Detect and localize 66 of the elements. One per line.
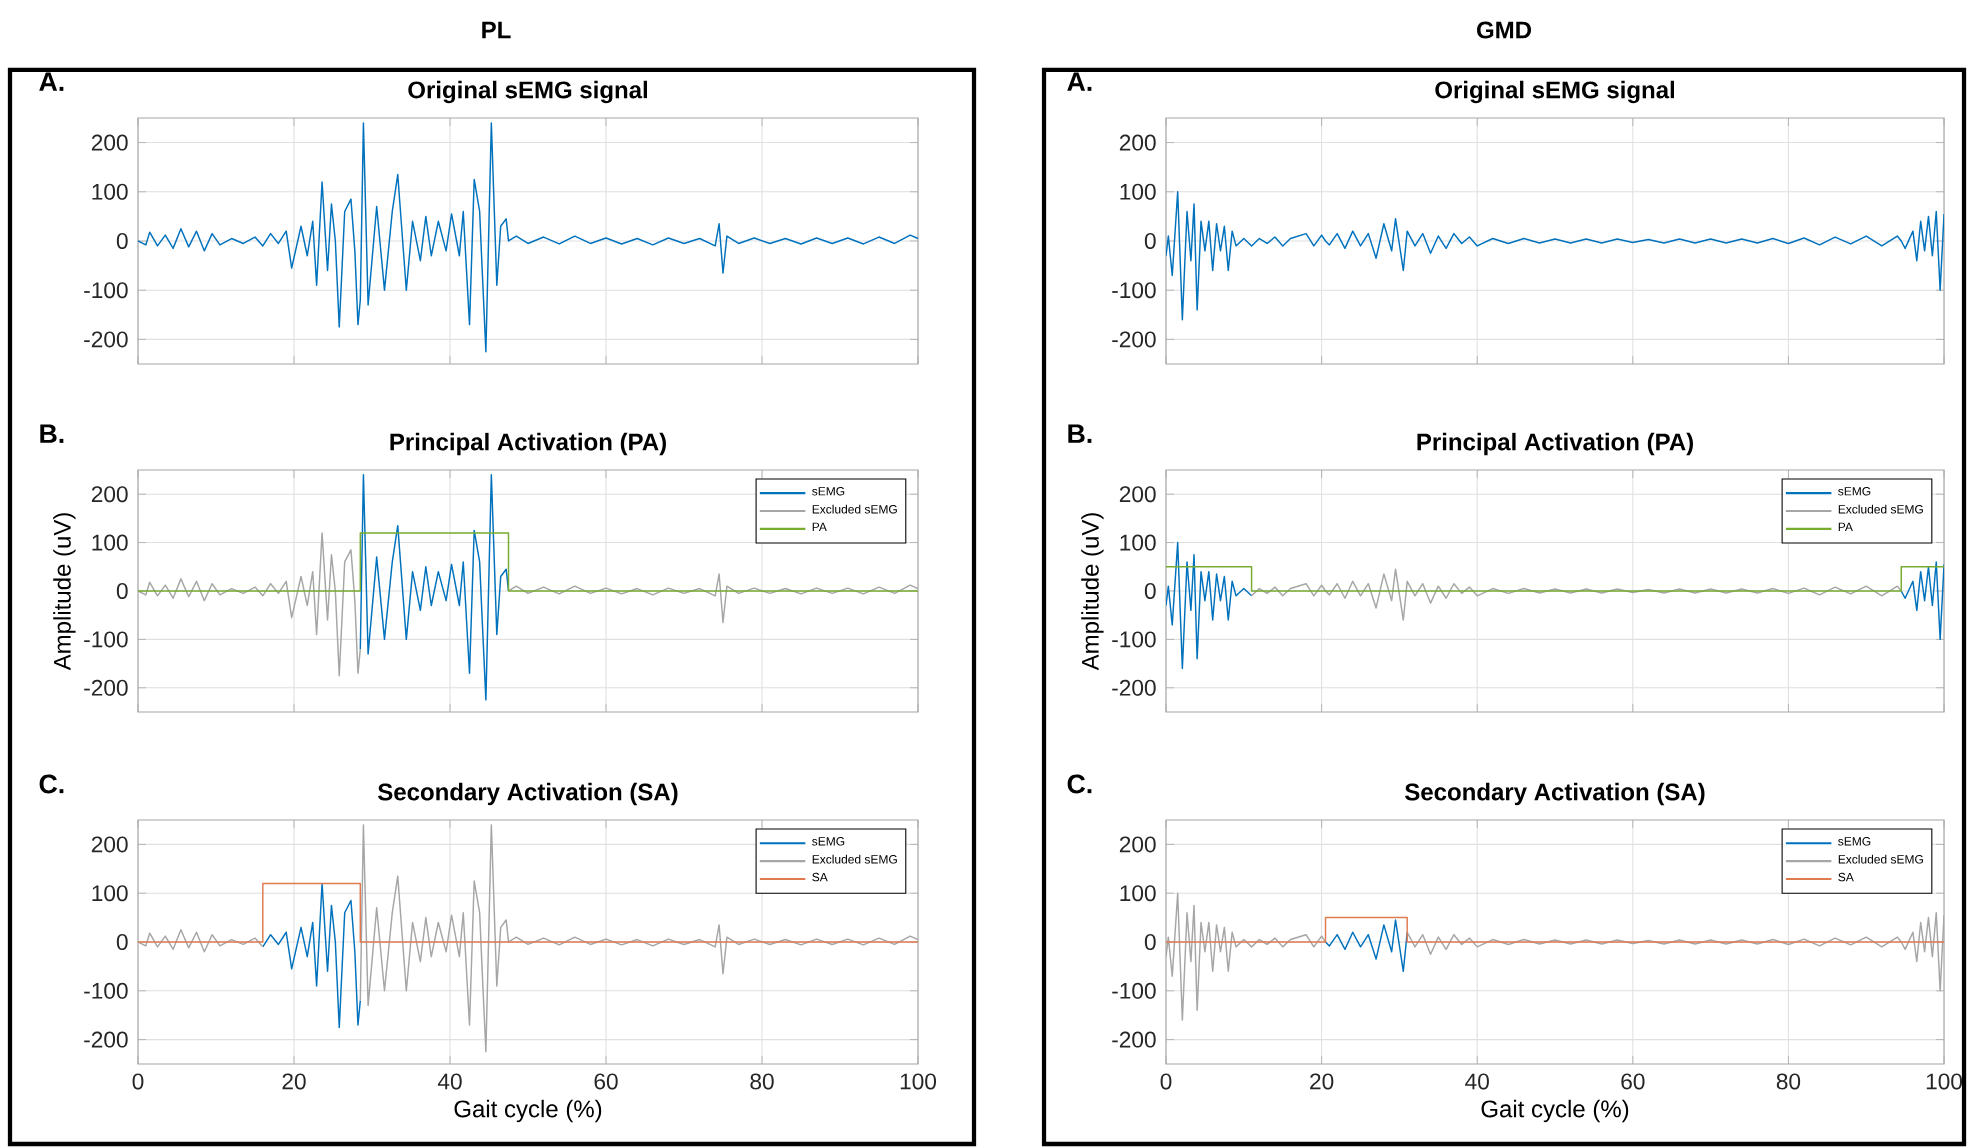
y-tick-label: 100 bbox=[1120, 534, 1156, 551]
y-tick-label: -100 bbox=[84, 982, 128, 999]
x-tick-label: 40 bbox=[1465, 1073, 1489, 1090]
x-tick-label: 40 bbox=[437, 1073, 462, 1090]
chart-title: Principal Activation (PA) bbox=[1417, 432, 1693, 456]
y-tick-label: 200 bbox=[1119, 134, 1156, 151]
chart-title: Principal Activation (PA) bbox=[390, 432, 666, 456]
text: B. bbox=[1068, 424, 1092, 443]
y-tick-label: 100 bbox=[1120, 183, 1156, 200]
x-tick-label: 80 bbox=[750, 1073, 774, 1090]
x-tick-label: 60 bbox=[1621, 1073, 1645, 1090]
y-tick-label: 0 bbox=[1144, 933, 1156, 951]
y-tick-label: 200 bbox=[1119, 836, 1156, 853]
y-tick-label: -100 bbox=[1112, 282, 1156, 299]
text: A. bbox=[39, 72, 64, 91]
y-tick-label: 200 bbox=[1119, 486, 1156, 503]
line-series bbox=[262, 882, 362, 1029]
y-tick-label: -100 bbox=[1112, 982, 1156, 999]
chart-title: Original sEMG signal bbox=[408, 80, 648, 104]
x-tick-label: 20 bbox=[282, 1073, 306, 1090]
y-tick-label: -200 bbox=[84, 1031, 128, 1048]
y-tick-label: 100 bbox=[1120, 885, 1156, 902]
y-tick-label: -100 bbox=[84, 282, 128, 299]
x-tick-label: 0 bbox=[1160, 1073, 1172, 1090]
x-tick-label: 60 bbox=[594, 1073, 618, 1090]
y-tick-label: 0 bbox=[116, 933, 128, 951]
y-tick-label: -200 bbox=[84, 679, 128, 696]
text: C. bbox=[39, 774, 64, 794]
y-tick-label: 200 bbox=[91, 134, 128, 151]
y-tick-label: 200 bbox=[91, 486, 128, 503]
chart-title: Secondary Activation (SA) bbox=[1405, 782, 1705, 806]
line-series bbox=[1250, 568, 1902, 621]
y-tick-label: -200 bbox=[1112, 331, 1156, 348]
y-tick-label: 200 bbox=[91, 836, 128, 853]
text: B. bbox=[40, 424, 64, 443]
y-tick-label: 100 bbox=[92, 183, 128, 200]
y-tick-label: 100 bbox=[92, 534, 128, 551]
text: GMD bbox=[1477, 21, 1531, 39]
y-tick-label: -200 bbox=[1112, 679, 1156, 696]
y-tick-label: 100 bbox=[92, 885, 128, 902]
line-series bbox=[1324, 919, 1408, 973]
chart-title: Original sEMG signal bbox=[1435, 80, 1675, 104]
x-axis-title: Gait cycle (%) bbox=[1481, 1099, 1629, 1123]
x-tick-label: 0 bbox=[132, 1073, 144, 1090]
y-tick-label: 0 bbox=[116, 582, 128, 599]
y-tick-label: 0 bbox=[1144, 582, 1156, 599]
line-series bbox=[1166, 191, 1945, 321]
x-tick-label: 100 bbox=[900, 1073, 937, 1090]
text: A. bbox=[1067, 72, 1092, 91]
text: C. bbox=[1067, 774, 1092, 794]
x-tick-label: 100 bbox=[1926, 1073, 1963, 1090]
y-tick-label: 0 bbox=[116, 232, 128, 249]
y-axis-title: Amplitude (uV) bbox=[53, 513, 76, 671]
line-series bbox=[138, 122, 919, 353]
chart-title: Secondary Activation (SA) bbox=[378, 782, 678, 806]
y-tick-label: -100 bbox=[1112, 631, 1156, 648]
x-axis-title: Gait cycle (%) bbox=[454, 1099, 602, 1123]
line-series bbox=[359, 474, 510, 701]
y-tick-label: -200 bbox=[1112, 1031, 1156, 1048]
y-tick-label: -100 bbox=[84, 631, 128, 648]
text: PL bbox=[482, 21, 511, 39]
y-tick-label: 0 bbox=[1144, 232, 1156, 249]
x-tick-label: 20 bbox=[1310, 1073, 1334, 1090]
y-axis-title: Amplitude (uV) bbox=[1081, 513, 1104, 671]
x-tick-label: 80 bbox=[1776, 1073, 1801, 1090]
y-tick-label: -200 bbox=[84, 331, 128, 348]
